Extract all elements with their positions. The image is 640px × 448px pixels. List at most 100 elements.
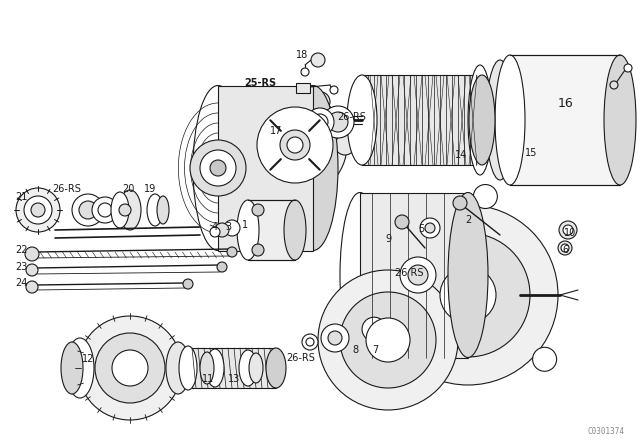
Circle shape xyxy=(306,338,314,346)
Circle shape xyxy=(322,106,354,138)
Circle shape xyxy=(72,194,104,226)
Text: 2: 2 xyxy=(465,215,471,225)
Circle shape xyxy=(190,140,246,196)
Bar xyxy=(362,75,482,165)
Circle shape xyxy=(287,137,303,153)
Circle shape xyxy=(306,108,334,136)
Text: 21: 21 xyxy=(15,192,28,202)
Text: 20: 20 xyxy=(122,184,134,194)
Circle shape xyxy=(302,334,318,350)
Ellipse shape xyxy=(604,55,636,185)
Circle shape xyxy=(559,221,577,239)
Text: 26-RS: 26-RS xyxy=(337,112,366,122)
Ellipse shape xyxy=(66,338,94,398)
Circle shape xyxy=(420,218,440,238)
Bar xyxy=(360,193,468,358)
Circle shape xyxy=(98,203,112,217)
Ellipse shape xyxy=(239,350,257,386)
Bar xyxy=(218,86,313,251)
Text: 19: 19 xyxy=(144,184,156,194)
Text: 7: 7 xyxy=(372,345,378,355)
Circle shape xyxy=(26,281,38,293)
Ellipse shape xyxy=(448,193,488,358)
Circle shape xyxy=(95,333,165,403)
Ellipse shape xyxy=(468,65,492,175)
Text: 5: 5 xyxy=(418,224,424,234)
Text: 15: 15 xyxy=(525,148,538,158)
Circle shape xyxy=(260,178,280,198)
Ellipse shape xyxy=(237,200,259,260)
Circle shape xyxy=(25,247,39,261)
Circle shape xyxy=(561,244,569,252)
Circle shape xyxy=(119,204,131,216)
Text: 26 RS: 26 RS xyxy=(395,268,424,278)
Ellipse shape xyxy=(119,190,141,230)
Circle shape xyxy=(26,264,38,276)
Text: 23: 23 xyxy=(15,262,28,272)
Circle shape xyxy=(312,114,328,130)
Ellipse shape xyxy=(486,60,514,180)
Text: 9: 9 xyxy=(385,234,391,244)
Text: 8: 8 xyxy=(352,345,358,355)
Circle shape xyxy=(183,279,193,289)
Bar xyxy=(296,83,310,93)
Circle shape xyxy=(335,135,355,155)
Circle shape xyxy=(330,86,338,94)
Circle shape xyxy=(235,135,255,155)
Circle shape xyxy=(227,247,237,257)
Circle shape xyxy=(362,317,386,341)
Ellipse shape xyxy=(347,75,377,165)
Ellipse shape xyxy=(288,86,338,250)
Circle shape xyxy=(321,324,349,352)
Ellipse shape xyxy=(193,86,243,250)
Circle shape xyxy=(301,68,309,76)
Circle shape xyxy=(440,267,496,323)
Circle shape xyxy=(200,150,236,186)
Circle shape xyxy=(280,130,310,160)
Circle shape xyxy=(31,203,45,217)
Circle shape xyxy=(328,331,342,345)
Circle shape xyxy=(624,64,632,72)
Ellipse shape xyxy=(147,194,163,226)
Circle shape xyxy=(210,160,226,176)
Circle shape xyxy=(311,53,325,67)
Bar xyxy=(192,348,276,388)
Circle shape xyxy=(425,223,435,233)
Circle shape xyxy=(252,204,264,216)
Text: 25-RS: 25-RS xyxy=(244,78,276,88)
Circle shape xyxy=(395,215,409,229)
Text: 10: 10 xyxy=(564,228,576,238)
Circle shape xyxy=(366,318,410,362)
Circle shape xyxy=(532,347,557,371)
Circle shape xyxy=(112,350,148,386)
Circle shape xyxy=(340,292,436,388)
Ellipse shape xyxy=(469,75,495,165)
Circle shape xyxy=(318,270,458,410)
Text: 16: 16 xyxy=(558,97,573,110)
Circle shape xyxy=(257,107,333,183)
Circle shape xyxy=(610,81,618,89)
Text: 4: 4 xyxy=(212,222,218,232)
Ellipse shape xyxy=(111,192,129,228)
Text: C0301374: C0301374 xyxy=(588,427,625,436)
Circle shape xyxy=(310,92,330,112)
Bar xyxy=(248,200,295,260)
Text: 18: 18 xyxy=(296,50,308,60)
Circle shape xyxy=(252,244,264,256)
Circle shape xyxy=(210,227,220,237)
Text: 17: 17 xyxy=(270,126,282,136)
Circle shape xyxy=(328,112,348,132)
Ellipse shape xyxy=(206,349,224,387)
Circle shape xyxy=(310,178,330,198)
Circle shape xyxy=(92,197,118,223)
Text: 3: 3 xyxy=(225,222,231,232)
Ellipse shape xyxy=(340,193,380,358)
Circle shape xyxy=(406,233,530,357)
Circle shape xyxy=(78,316,182,420)
Bar xyxy=(510,55,620,185)
Circle shape xyxy=(224,220,240,236)
Ellipse shape xyxy=(284,200,306,260)
Circle shape xyxy=(260,92,280,112)
Ellipse shape xyxy=(200,352,214,384)
Text: 1: 1 xyxy=(242,220,248,230)
